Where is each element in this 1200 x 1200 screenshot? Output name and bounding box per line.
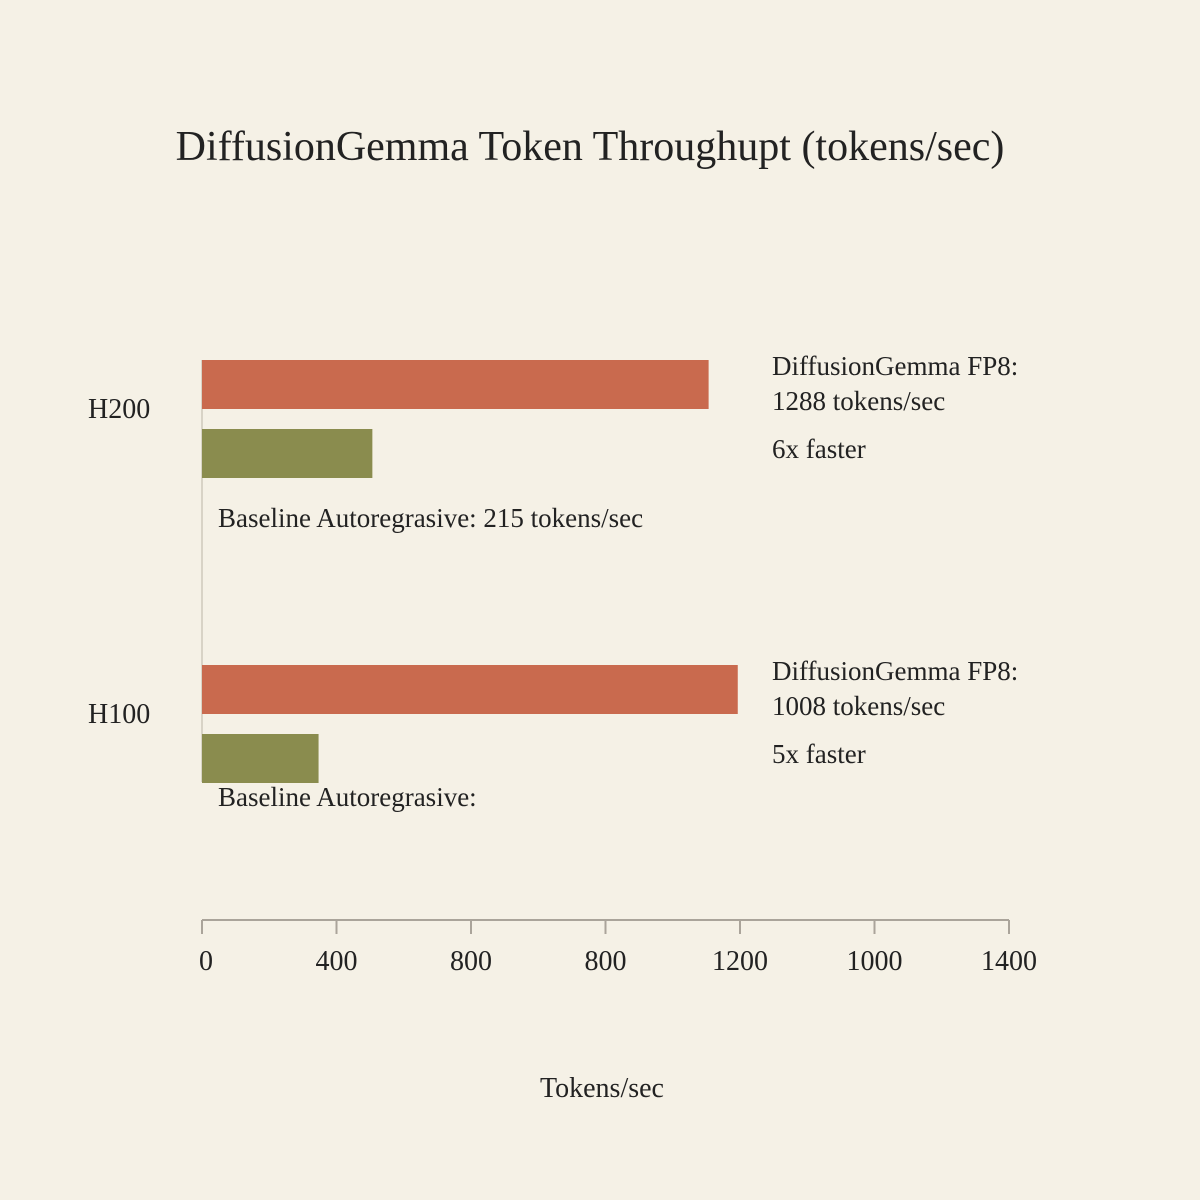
bar-baseline [202, 429, 373, 478]
baseline-label: Baseline Autoregrasive: 215 tokens/sec [218, 503, 643, 533]
x-tick-label: 400 [316, 946, 358, 977]
chart-title: DiffusionGemma Token Throughupt (tokens/… [176, 124, 1005, 170]
x-tick-label: 0 [199, 946, 213, 977]
bar-baseline [202, 734, 319, 783]
x-tick-label: 1400 [981, 946, 1037, 977]
speedup-label: 5x faster [772, 739, 866, 769]
annotation-line: DiffusionGemma FP8: [772, 351, 1018, 381]
x-tick-label: 800 [585, 946, 627, 977]
annotation-line: 1008 tokens/sec [772, 691, 945, 721]
x-tick-label: 1200 [712, 946, 768, 977]
category-label: H100 [88, 699, 150, 730]
bar-diffusiongemma [202, 360, 709, 409]
x-tick-label: 1000 [847, 946, 903, 977]
x-tick-label: 800 [450, 946, 492, 977]
bar-diffusiongemma [202, 665, 738, 714]
category-label: H200 [88, 394, 150, 425]
annotation-line: 1288 tokens/sec [772, 386, 945, 416]
x-axis-label: Tokens/sec [540, 1073, 664, 1104]
speedup-label: 6x faster [772, 434, 866, 464]
baseline-label: Baseline Autoregrasive: [218, 782, 477, 812]
annotation-line: DiffusionGemma FP8: [772, 656, 1018, 686]
